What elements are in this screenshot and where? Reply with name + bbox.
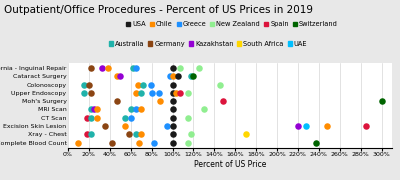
Point <box>114 100 120 103</box>
Point <box>88 67 94 69</box>
Point <box>114 75 120 78</box>
Point <box>135 83 141 86</box>
Point <box>138 108 144 111</box>
Point <box>88 91 94 94</box>
Point <box>188 133 194 136</box>
Point <box>169 141 176 144</box>
Point <box>169 108 176 111</box>
Point <box>312 141 319 144</box>
Point <box>101 125 108 127</box>
Point <box>169 83 176 86</box>
Point <box>177 67 183 69</box>
Text: Outpatient/Office Procedures - Percent of US Prices in 2019: Outpatient/Office Procedures - Percent o… <box>4 5 313 15</box>
X-axis label: Percent of US Price: Percent of US Price <box>194 159 266 168</box>
Point <box>324 125 330 127</box>
Point <box>133 133 139 136</box>
Point <box>169 133 176 136</box>
Point <box>196 67 202 69</box>
Point <box>174 75 181 78</box>
Point <box>88 133 94 136</box>
Point <box>104 67 111 69</box>
Point <box>84 116 90 119</box>
Point <box>94 116 100 119</box>
Point <box>91 108 97 111</box>
Point <box>126 133 132 136</box>
Point <box>169 67 176 69</box>
Point <box>167 75 174 78</box>
Point <box>140 83 146 86</box>
Point <box>185 91 191 94</box>
Point <box>157 100 163 103</box>
Point <box>86 83 92 86</box>
Point <box>88 116 94 119</box>
Point <box>128 108 134 111</box>
Point <box>216 83 223 86</box>
Point <box>220 100 226 103</box>
Point <box>378 100 385 103</box>
Legend: USA, Chile, Greece, New Zealand, Spain, Switzerland: USA, Chile, Greece, New Zealand, Spain, … <box>126 21 338 27</box>
Point <box>136 141 142 144</box>
Point <box>303 125 310 127</box>
Point <box>133 67 139 69</box>
Point <box>164 125 170 127</box>
Point <box>148 91 155 94</box>
Point <box>147 83 154 86</box>
Point <box>169 75 176 78</box>
Point <box>138 133 144 136</box>
Point <box>188 75 194 78</box>
Point <box>84 133 90 136</box>
Point <box>172 91 179 94</box>
Point <box>75 141 82 144</box>
Point <box>242 133 249 136</box>
Point <box>88 108 94 111</box>
Point <box>133 108 139 111</box>
Point <box>177 91 183 94</box>
Point <box>169 100 176 103</box>
Point <box>122 125 129 127</box>
Point <box>295 125 301 127</box>
Point <box>117 75 124 78</box>
Point <box>201 108 207 111</box>
Point <box>133 91 139 94</box>
Point <box>128 116 134 119</box>
Point <box>99 67 106 69</box>
Point <box>130 67 136 69</box>
Legend: Australia, Germany, Kazakhstan, South Africa, UAE: Australia, Germany, Kazakhstan, South Af… <box>109 41 307 47</box>
Point <box>156 91 162 94</box>
Point <box>150 141 157 144</box>
Point <box>363 125 369 127</box>
Point <box>169 116 176 119</box>
Point <box>80 91 87 94</box>
Point <box>138 91 144 94</box>
Point <box>122 116 129 119</box>
Point <box>109 141 115 144</box>
Point <box>169 91 176 94</box>
Point <box>169 125 176 127</box>
Point <box>185 141 191 144</box>
Point <box>190 75 197 78</box>
Point <box>185 116 191 119</box>
Point <box>94 108 100 111</box>
Point <box>80 83 87 86</box>
